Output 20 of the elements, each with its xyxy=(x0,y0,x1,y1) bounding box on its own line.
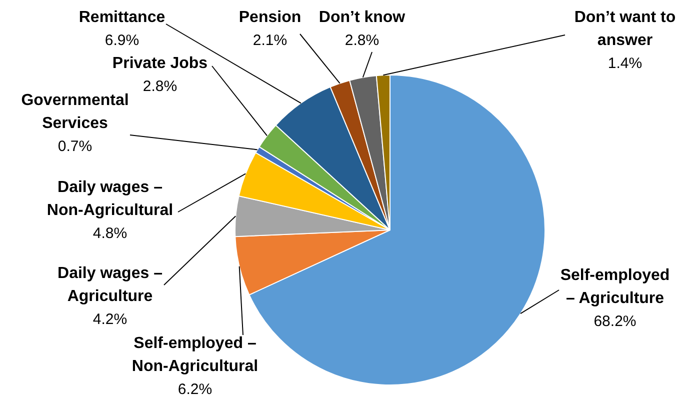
data-label: 4.2% xyxy=(92,311,128,328)
data-label: 2.8% xyxy=(142,78,178,95)
slice-label: Pension xyxy=(238,9,302,26)
slice-label: Remittance xyxy=(78,9,166,26)
slice-label: Daily wages – Agriculture xyxy=(58,265,163,305)
data-label: 4.8% xyxy=(92,225,128,242)
slice-label: Private Jobs xyxy=(112,55,208,72)
slice-label: Self-employed – Non-Agricultural xyxy=(132,335,258,375)
data-label: 2.8% xyxy=(344,32,380,49)
data-label: 2.1% xyxy=(252,32,288,49)
slice-label: Don’t want to answer xyxy=(574,9,676,49)
slice-label: Self-employed – Agriculture xyxy=(560,267,670,307)
data-label: 1.4% xyxy=(608,55,642,72)
slice-label: Governmental Services xyxy=(21,92,129,132)
data-label: 6.2% xyxy=(178,381,212,398)
data-label: 6.9% xyxy=(104,32,140,49)
slice-label: Daily wages – Non-Agricultural xyxy=(46,179,174,219)
data-label: 68.2% xyxy=(594,313,636,330)
slice-label: Don’t know xyxy=(318,9,406,26)
data-label: 0.7% xyxy=(58,138,92,155)
